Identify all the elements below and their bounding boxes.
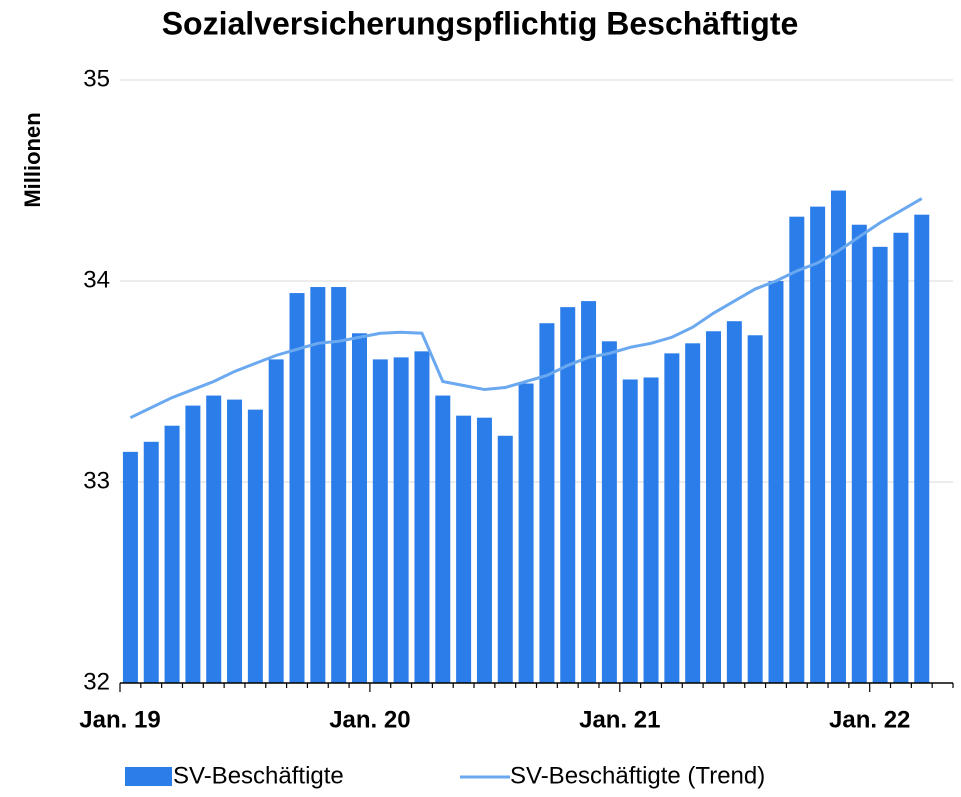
bar — [143, 441, 159, 683]
legend-swatch — [125, 767, 172, 786]
bar — [643, 377, 659, 683]
bar — [914, 214, 930, 684]
bar — [851, 224, 867, 683]
bar — [560, 307, 576, 683]
y-tick-label: 34 — [83, 266, 110, 293]
trend-line — [129, 197, 923, 420]
bar — [518, 383, 534, 683]
bar — [351, 333, 367, 683]
bar — [872, 246, 888, 683]
bar — [601, 341, 617, 683]
bar — [185, 405, 201, 683]
bar — [414, 351, 430, 683]
x-tick-label: Jan. 22 — [829, 706, 910, 733]
bar — [476, 417, 492, 683]
bar — [247, 409, 263, 683]
bar — [372, 359, 388, 683]
bar — [164, 425, 180, 683]
bar — [726, 321, 742, 683]
bar — [685, 343, 701, 683]
bar — [664, 353, 680, 683]
chart-title: Sozialversicherungspflichtig Beschäftigt… — [162, 5, 799, 41]
bar — [539, 323, 555, 683]
bar — [227, 399, 243, 683]
bar — [622, 379, 638, 683]
x-tick-label: Jan. 21 — [579, 706, 660, 733]
bar — [789, 216, 805, 683]
y-tick-label: 32 — [83, 668, 110, 695]
bar — [206, 395, 222, 683]
bar — [581, 301, 597, 683]
legend-label: SV-Beschäftigte — [173, 762, 344, 789]
bar — [706, 331, 722, 683]
bar — [830, 190, 846, 684]
bar — [747, 335, 763, 683]
bar — [435, 395, 451, 683]
y-tick-label: 33 — [83, 467, 110, 494]
y-axis-label: Millionen — [20, 112, 45, 207]
x-tick-label: Jan. 20 — [329, 706, 410, 733]
x-tick-label: Jan. 19 — [79, 706, 160, 733]
bar — [393, 357, 409, 683]
bar — [289, 293, 305, 683]
bar — [310, 287, 326, 683]
bar — [268, 359, 284, 683]
bar — [331, 287, 347, 683]
y-tick-label: 35 — [83, 65, 110, 92]
bar — [456, 415, 472, 683]
bar — [810, 206, 826, 683]
bar — [893, 232, 909, 683]
bar — [768, 281, 784, 683]
legend-label: SV-Beschäftigte (Trend) — [510, 762, 765, 789]
bar — [122, 451, 138, 683]
bar — [497, 435, 513, 683]
